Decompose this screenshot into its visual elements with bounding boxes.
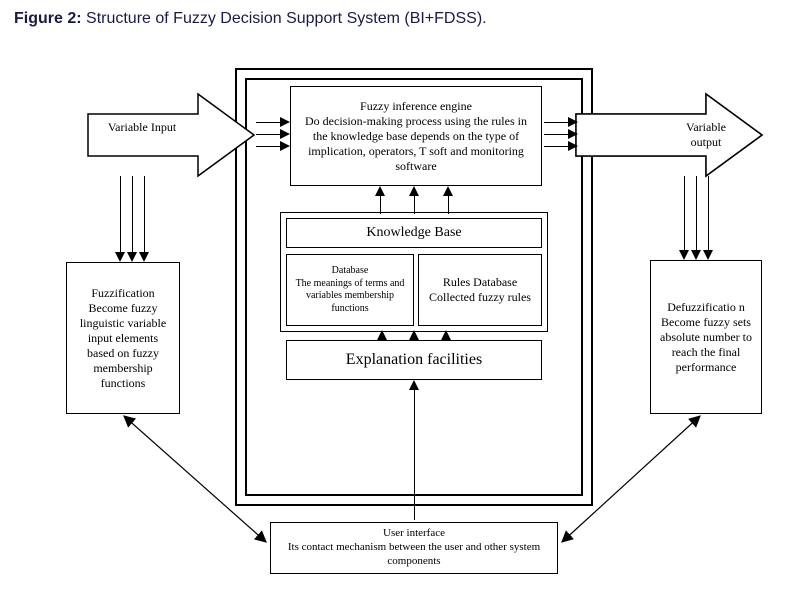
figure-label: Figure 2: xyxy=(14,10,82,27)
figure-title: Figure 2: Structure of Fuzzy Decision Su… xyxy=(14,10,487,28)
figure-title-text: Structure of Fuzzy Decision Support Syst… xyxy=(86,10,487,27)
diagram-canvas: Variable Input Variable output Fuzzy inf… xyxy=(0,42,794,612)
diagonal-connectors xyxy=(0,42,794,612)
